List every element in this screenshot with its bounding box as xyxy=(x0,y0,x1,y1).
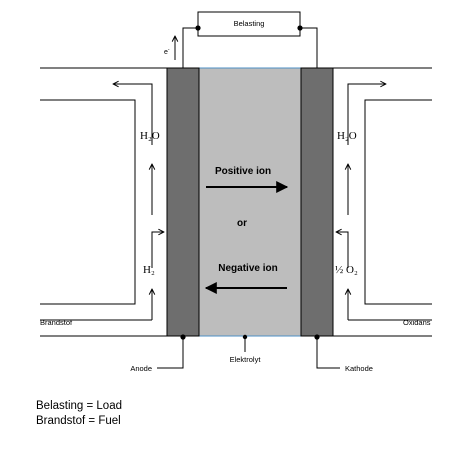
electron-label: e- xyxy=(164,47,170,56)
legend-fuel: Brandstof = Fuel xyxy=(36,415,121,427)
oxidant-label: Oxidans xyxy=(403,318,431,327)
load-terminal-left xyxy=(195,25,201,31)
cathode-label: Kathode xyxy=(345,364,373,373)
left-top-formula: H₂O xyxy=(140,130,160,142)
right-top-formula: H₂O xyxy=(337,130,357,142)
or-label: or xyxy=(237,218,247,229)
cathode-leader xyxy=(316,337,340,369)
electrolyte-label: Elektrolyt xyxy=(230,355,262,364)
cathode-electrode xyxy=(300,67,334,337)
positive-ion-label: Positive ion xyxy=(215,166,271,177)
oxidant-channel xyxy=(338,83,432,321)
anode-electrode xyxy=(166,67,200,337)
anode-label: Anode xyxy=(130,364,152,373)
left-bottom-formula: H₂ xyxy=(143,264,155,276)
legend-load: Belasting = Load xyxy=(36,400,122,412)
fuel-label: Brandstof xyxy=(40,318,73,327)
load-terminal-right xyxy=(297,25,303,31)
negative-ion-label: Negative ion xyxy=(218,263,277,274)
load-label: Belasting xyxy=(234,19,265,28)
anode-leader xyxy=(157,337,184,369)
right-bottom-formula: ½ O₂ xyxy=(335,264,358,276)
load-box xyxy=(197,11,301,37)
fuel-channel xyxy=(40,83,162,321)
electrolyte xyxy=(198,67,302,337)
